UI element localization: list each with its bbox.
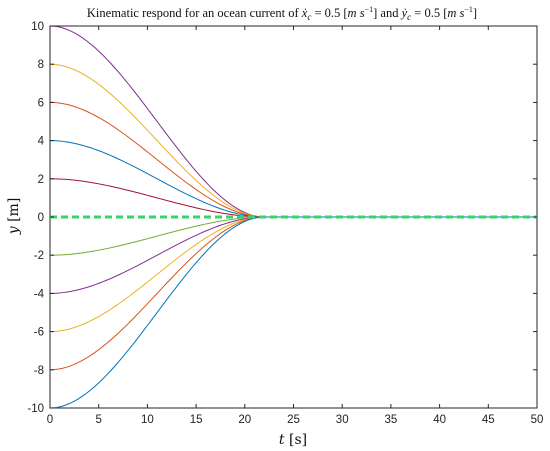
series-line-8	[49, 216, 537, 371]
tick-layer: 0 5 10 15 20 25 30 35 40 45 50 -10 -8 -6 -4 -2 0 2 4 6 8 10	[27, 21, 543, 426]
y-tick-label: -8	[34, 365, 44, 377]
x-tick-label: 25	[287, 414, 300, 426]
series-line-4	[49, 178, 537, 218]
y-tick-label: -4	[34, 288, 45, 300]
x-tick-label: 45	[482, 414, 495, 426]
series-line-5	[49, 216, 537, 256]
series-line-3	[49, 140, 537, 218]
x-tick-label: 20	[238, 414, 251, 426]
y-tick-label: -10	[27, 403, 44, 415]
y-tick-label: 0	[38, 212, 44, 224]
x-tick-label: 10	[141, 414, 154, 426]
series-line-6	[49, 216, 537, 294]
y-tick-label: 6	[38, 97, 44, 109]
x-tick-label: 35	[385, 414, 398, 426]
series-line-2	[49, 101, 537, 218]
y-tick-label: 10	[31, 21, 44, 33]
series-line-1	[49, 63, 537, 218]
y-tick-label: -2	[34, 250, 44, 262]
series-line-9	[49, 216, 537, 409]
x-tick-label: 0	[47, 414, 53, 426]
series-line-0	[49, 25, 537, 218]
x-tick-label: 5	[95, 414, 101, 426]
x-tick-label: 30	[336, 414, 349, 426]
y-tick-label: 4	[38, 136, 45, 148]
y-tick-label: -6	[34, 327, 44, 339]
chart-title: Kinematic respond for an ocean current o…	[87, 5, 477, 22]
x-axis-label: t [s]	[279, 432, 307, 448]
plot-area: 0 5 10 15 20 25 30 35 40 45 50 -10 -8 -6 -4 -2 0 2 4 6 8 10	[27, 21, 543, 426]
series-line-7	[49, 216, 537, 333]
y-tick-label: 2	[38, 174, 44, 186]
y-tick-label: 8	[38, 59, 44, 71]
x-tick-label: 50	[531, 414, 544, 426]
y-axis-label: y [m]	[6, 198, 22, 236]
x-tick-label: 15	[190, 414, 203, 426]
x-tick-label: 40	[433, 414, 446, 426]
